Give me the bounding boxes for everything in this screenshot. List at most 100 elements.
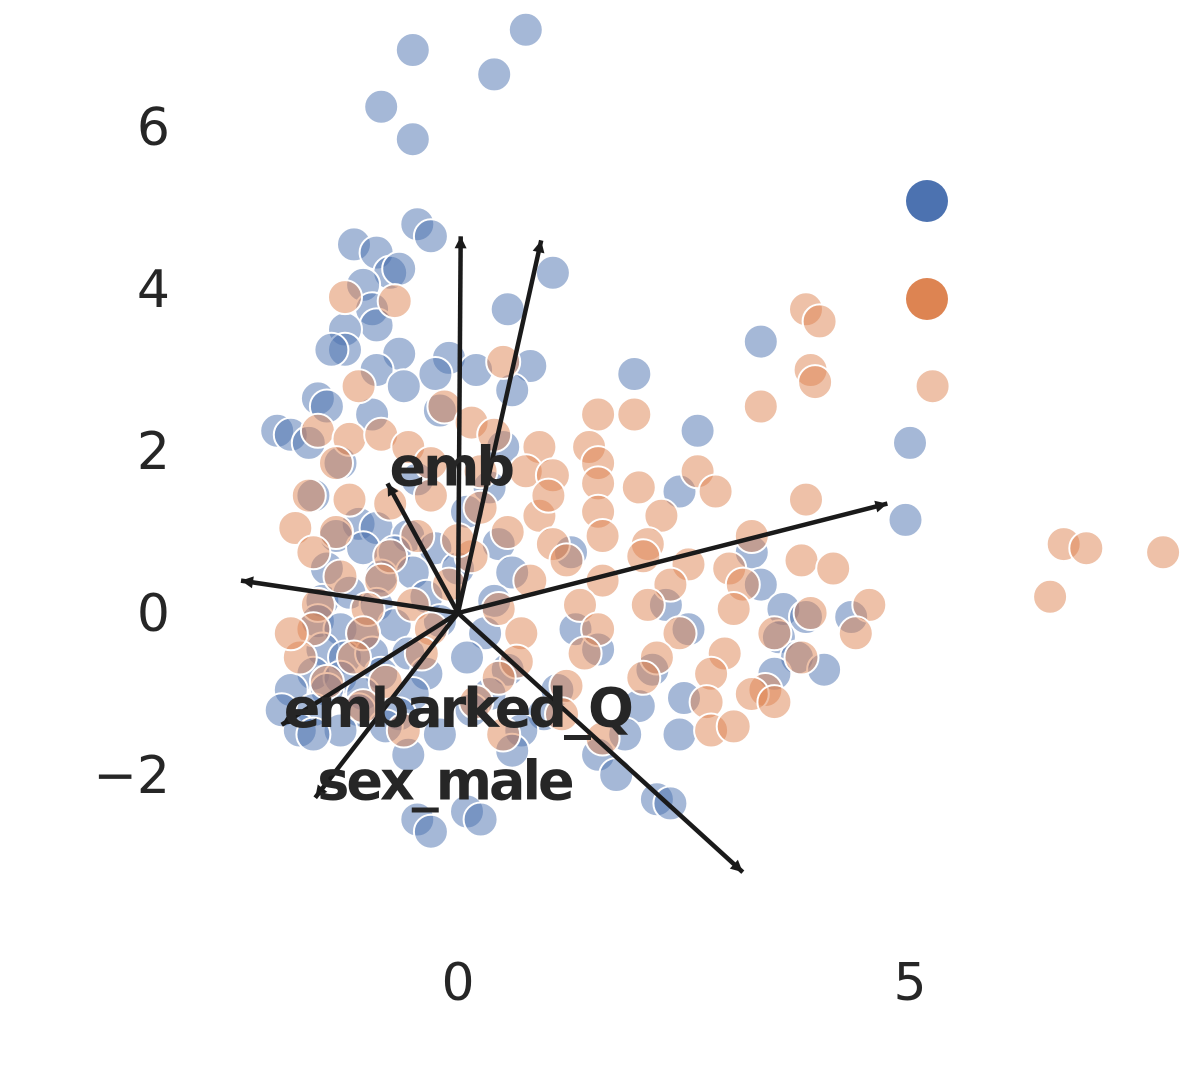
loading-arrowhead-7 [315, 784, 328, 798]
scatter-point-series-1 [534, 254, 571, 291]
scatter-point-series-1 [394, 121, 431, 158]
scatter-point-series-2 [336, 639, 372, 676]
scatter-point-series-2 [625, 659, 662, 696]
scatter-point-series-2 [797, 364, 834, 401]
scatter-point-series-2 [715, 591, 752, 627]
loading-vector-5 [240, 578, 459, 616]
legend-marker-1 [906, 180, 948, 222]
loading-label-embarked-q: embarked_Q [284, 677, 632, 740]
scatter-point-series-1 [616, 356, 653, 392]
loading-arrowhead-5 [241, 576, 254, 589]
scatter-point-series-2 [584, 518, 621, 554]
loading-arrowhead-8 [729, 859, 743, 873]
scatter-point-series-1 [295, 716, 332, 753]
scatter-point-series-1 [449, 639, 485, 676]
scatter-point-series-2 [327, 279, 363, 316]
legend-marker-2 [906, 278, 948, 320]
scatter-point-series-2 [742, 388, 779, 425]
loading-vector-2 [455, 239, 544, 614]
scatter-point-series-2 [715, 708, 752, 745]
scatter-point-series-1 [742, 323, 779, 360]
loading-labels: emb embarked_Q sex_male [284, 435, 635, 813]
y-tick-label: 6 [137, 98, 170, 158]
scatter-point-series-2 [331, 481, 368, 518]
scatter-point-series-2 [376, 283, 413, 320]
scatter-point-series-2 [584, 720, 621, 757]
scatter-point-series-1 [598, 757, 635, 793]
loading-arrowhead-2 [532, 240, 545, 254]
scatter-point-series-2 [1032, 578, 1069, 615]
scatter-point-series-1 [462, 801, 499, 838]
legend [906, 180, 948, 320]
y-tick-label: −2 [93, 746, 170, 806]
scatter-point-series-2 [914, 368, 951, 405]
scatter-point-series-2 [792, 595, 829, 631]
loading-vector-7 [313, 611, 460, 800]
scatter-point-series-2 [277, 510, 314, 546]
scatter-point-series-1 [661, 716, 698, 753]
loading-arrowhead-6 [281, 713, 296, 725]
scatter-point-series-2 [480, 659, 517, 696]
scatter-point-series-2 [290, 477, 327, 514]
loading-vector-8 [456, 611, 745, 874]
scatter-point-series-2 [544, 696, 580, 733]
loading-arrowhead-3 [387, 483, 399, 497]
scatter-point-series-2 [318, 514, 354, 550]
scatter-point-series-1 [507, 11, 544, 48]
scatter-point-series-2 [756, 615, 793, 652]
y-tick-label: 2 [137, 422, 170, 482]
scatter-point-series-1 [892, 424, 928, 461]
scatter-point-series-1 [381, 250, 418, 287]
scatter-point-series-2 [616, 396, 653, 433]
scatter-point-series-2 [652, 566, 689, 603]
scatter-point-series-2 [566, 635, 603, 672]
scatter-point-series-1 [887, 501, 924, 538]
scatter-point-series-2 [562, 586, 598, 623]
scatter-point-series-2 [340, 368, 377, 405]
scatter-point-series-2 [815, 550, 852, 587]
scatter-point-series-1 [363, 88, 400, 125]
scatter-point-series-2 [783, 542, 820, 579]
scatter-point-series-2 [318, 445, 354, 482]
loading-arrowhead-1 [454, 236, 467, 249]
scatter-point-series-1 [412, 218, 449, 255]
scatter-point-series-2 [1145, 534, 1181, 571]
scatter-point-series-2 [697, 473, 734, 510]
scatter-point-series-2 [299, 412, 336, 449]
scatter-point-series-2 [489, 514, 526, 550]
scatter-point-series-2 [629, 586, 666, 623]
y-axis-ticks: −2 0 2 4 6 [93, 98, 170, 806]
scatter-point-series-2 [345, 688, 382, 725]
x-tick-label: 5 [893, 953, 926, 1013]
scatter-point-series-2 [295, 534, 332, 571]
scatter-point-series-1 [385, 368, 422, 405]
scatter-point-series-2 [322, 558, 359, 595]
scatter-point-series-2 [788, 481, 824, 518]
scatter-point-series-2 [272, 615, 309, 652]
scatter-point-series-2 [385, 712, 422, 749]
scatter-point-series-1 [489, 291, 526, 328]
scatter-point-series-1 [417, 356, 454, 392]
scatter-point-series-1 [679, 412, 716, 449]
y-tick-label: 4 [137, 260, 170, 320]
scatter-point-series-1 [421, 716, 458, 753]
scatter-point-series-2 [783, 639, 820, 676]
loading-vector-4 [457, 501, 888, 616]
scatter-point-series-2 [512, 562, 549, 599]
loading-label-sex-male: sex_male [317, 750, 573, 813]
loading-vector-3 [385, 482, 460, 615]
scatter-point-series-1 [412, 813, 449, 850]
scatter-point-series-1 [313, 331, 350, 368]
scatter-point-series-2 [756, 684, 793, 721]
y-tick-label: 0 [137, 584, 170, 644]
loading-vectors [240, 236, 888, 874]
scatter-point-series-2 [412, 477, 449, 514]
loading-label-emb: emb [390, 435, 514, 498]
scatter-point-series-2 [661, 615, 698, 652]
scatter-point-series-2 [485, 716, 522, 753]
scatter-point-series-1 [394, 32, 431, 68]
loading-vector-1 [455, 236, 463, 614]
loading-arrowhead-4 [874, 500, 888, 513]
